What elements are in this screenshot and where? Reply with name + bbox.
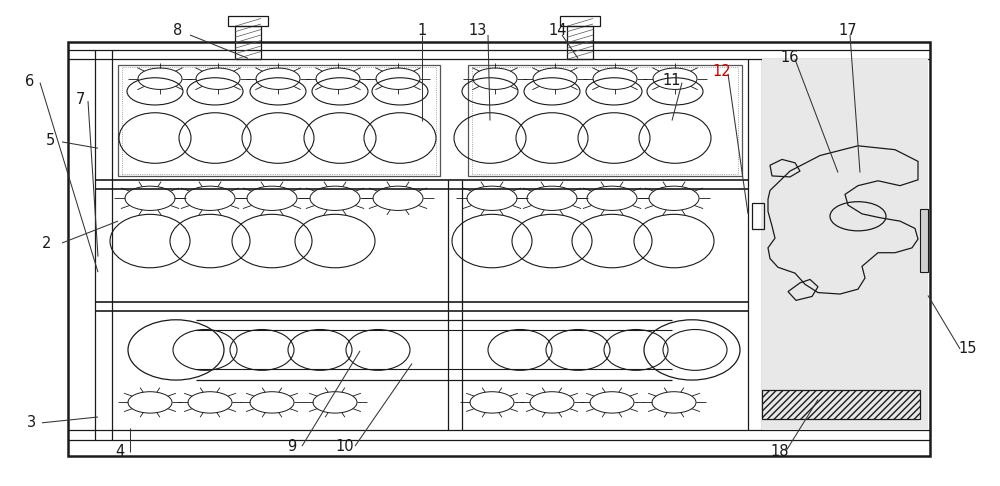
- Bar: [468, 65, 742, 176]
- Bar: [752, 203, 764, 229]
- Text: 17: 17: [839, 23, 857, 37]
- Text: 3: 3: [27, 416, 37, 430]
- Text: 10: 10: [336, 439, 354, 453]
- Text: 18: 18: [771, 444, 789, 458]
- Text: 14: 14: [549, 23, 567, 37]
- Bar: [567, 26, 593, 59]
- Bar: [235, 26, 261, 59]
- Text: 7: 7: [75, 92, 85, 107]
- Text: 2: 2: [42, 236, 52, 250]
- Bar: [920, 209, 928, 272]
- Bar: [68, 42, 930, 456]
- Text: 16: 16: [781, 50, 799, 65]
- Text: 4: 4: [115, 445, 125, 459]
- Bar: [560, 16, 600, 26]
- Bar: [228, 16, 268, 26]
- Text: 15: 15: [959, 342, 977, 356]
- Text: 1: 1: [417, 23, 427, 37]
- Bar: [118, 65, 440, 176]
- Text: 8: 8: [173, 23, 183, 37]
- Text: 5: 5: [45, 134, 55, 148]
- Bar: [762, 390, 920, 419]
- Text: 13: 13: [469, 23, 487, 37]
- Bar: [472, 67, 738, 174]
- Text: 11: 11: [663, 73, 681, 87]
- Text: 12: 12: [713, 65, 731, 79]
- Bar: [122, 67, 436, 174]
- Text: 9: 9: [287, 439, 297, 453]
- Bar: [762, 59, 928, 430]
- Text: 6: 6: [25, 74, 35, 89]
